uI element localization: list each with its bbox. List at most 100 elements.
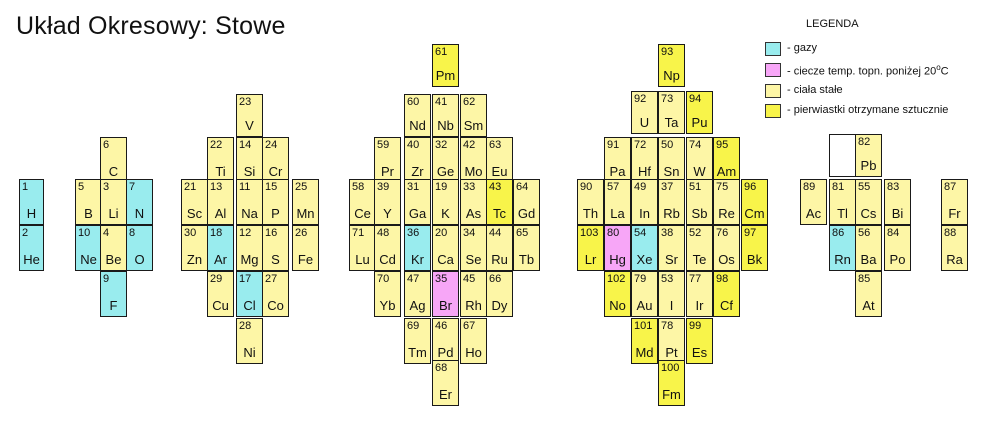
- element-symbol: At: [862, 298, 875, 313]
- atomic-number: 71: [352, 227, 365, 239]
- atomic-number: 47: [407, 273, 420, 285]
- element-symbol: Zn: [186, 252, 203, 267]
- atomic-number: 24: [265, 139, 278, 151]
- element-cell-la: 57 La: [604, 179, 631, 225]
- element-cell-empty: [829, 134, 856, 177]
- element-cell-fr: 87 Fr: [941, 179, 968, 225]
- atomic-number: 81: [832, 181, 845, 193]
- element-symbol: Ar: [214, 252, 227, 267]
- element-symbol: Fr: [948, 206, 961, 221]
- element-cell-pd: 46 Pd: [432, 318, 459, 364]
- element-cell-gd: 64 Gd: [513, 179, 540, 225]
- atomic-number: 8: [129, 227, 136, 239]
- atomic-number: 78: [661, 320, 674, 332]
- element-symbol: Re: [718, 206, 735, 221]
- element-symbol: U: [639, 115, 650, 130]
- element-symbol: Np: [663, 68, 680, 83]
- atomic-number: 77: [689, 273, 702, 285]
- element-cell-re: 75 Re: [713, 179, 740, 225]
- atomic-number: 100: [661, 362, 680, 374]
- element-cell-eu: 63 Eu: [486, 137, 513, 183]
- atomic-number: 67: [463, 320, 476, 332]
- atomic-number: 58: [352, 181, 365, 193]
- element-symbol: Ra: [946, 252, 963, 267]
- element-symbol: Tm: [408, 345, 427, 360]
- element-cell-i: 53 I: [658, 271, 685, 317]
- element-symbol: Mg: [240, 252, 259, 267]
- element-symbol: B: [84, 206, 93, 221]
- atomic-number: 23: [239, 96, 252, 108]
- atomic-number: 50: [661, 139, 674, 151]
- atomic-number: 43: [489, 181, 502, 193]
- element-symbol: Ac: [805, 206, 822, 221]
- element-cell-md: 101 Md: [631, 318, 658, 364]
- element-cell-am: 95 Am: [713, 137, 740, 183]
- atomic-number: 65: [516, 227, 529, 239]
- atomic-number: 25: [295, 181, 308, 193]
- element-cell-yb: 70 Yb: [374, 271, 401, 317]
- element-symbol: La: [610, 206, 625, 221]
- element-cell-co: 27 Co: [262, 271, 289, 317]
- element-cell-th: 90 Th: [577, 179, 604, 225]
- atomic-number: 2: [22, 227, 29, 239]
- element-cell-tl: 81 Tl: [829, 179, 856, 225]
- element-symbol: K: [441, 206, 450, 221]
- element-cell-nd: 60 Nd: [404, 94, 431, 137]
- element-symbol: Lu: [355, 252, 370, 267]
- element-symbol: Te: [692, 252, 707, 267]
- element-cell-na: 11 Na: [236, 179, 263, 225]
- element-cell-u: 92 U: [631, 91, 658, 134]
- element-symbol: Ne: [80, 252, 97, 267]
- atomic-number: 33: [463, 181, 476, 193]
- element-cell-li: 3 Li: [100, 179, 127, 225]
- atomic-number: 39: [377, 181, 390, 193]
- atomic-number: 19: [435, 181, 448, 193]
- atomic-number: 37: [661, 181, 674, 193]
- atomic-number: 36: [407, 227, 420, 239]
- atomic-number: 3: [103, 181, 110, 193]
- element-cell-cf: 98 Cf: [713, 271, 740, 317]
- element-cell-k: 19 K: [432, 179, 459, 225]
- element-cell-ta: 73 Ta: [658, 91, 685, 134]
- atomic-number: 79: [634, 273, 647, 285]
- element-cell-ru: 44 Ru: [486, 225, 513, 271]
- element-cell-ca: 20 Ca: [432, 225, 459, 271]
- atomic-number: 86: [832, 227, 845, 239]
- element-cell-in: 49 In: [631, 179, 658, 225]
- element-symbol: Fm: [662, 387, 681, 402]
- atomic-number: 53: [661, 273, 674, 285]
- atomic-number: 10: [78, 227, 91, 239]
- atomic-number: 102: [607, 273, 626, 285]
- element-symbol: As: [465, 206, 482, 221]
- element-cell-ni: 28 Ni: [236, 318, 263, 364]
- element-cell-al: 13 Al: [207, 179, 234, 225]
- element-symbol: Sn: [663, 164, 680, 179]
- element-symbol: Cr: [268, 164, 283, 179]
- element-symbol: Os: [718, 252, 735, 267]
- element-cell-mo: 42 Mo: [460, 137, 487, 183]
- atomic-number: 55: [858, 181, 871, 193]
- atomic-number: 29: [210, 273, 223, 285]
- atomic-number: 35: [435, 273, 448, 285]
- element-cell-cu: 29 Cu: [207, 271, 234, 317]
- atomic-number: 63: [489, 139, 502, 151]
- atomic-number: 48: [377, 227, 390, 239]
- atomic-number: 80: [607, 227, 620, 239]
- element-cell-dy: 66 Dy: [486, 271, 513, 317]
- atomic-number: 73: [661, 93, 674, 105]
- element-cell-xe: 54 Xe: [631, 225, 658, 271]
- atomic-number: 41: [435, 96, 448, 108]
- element-cell-fe: 26 Fe: [292, 225, 319, 271]
- element-symbol: Ba: [860, 252, 877, 267]
- element-symbol: Si: [243, 164, 256, 179]
- element-cell-he: 2 He: [19, 225, 44, 271]
- element-symbol: In: [639, 206, 650, 221]
- atomic-number: 92: [634, 93, 647, 105]
- element-symbol: Cf: [720, 298, 733, 313]
- atomic-number: 54: [634, 227, 647, 239]
- element-cell-cm: 96 Cm: [741, 179, 768, 225]
- element-symbol: Yb: [379, 298, 396, 313]
- atomic-number: 89: [803, 181, 816, 193]
- atomic-number: 57: [607, 181, 620, 193]
